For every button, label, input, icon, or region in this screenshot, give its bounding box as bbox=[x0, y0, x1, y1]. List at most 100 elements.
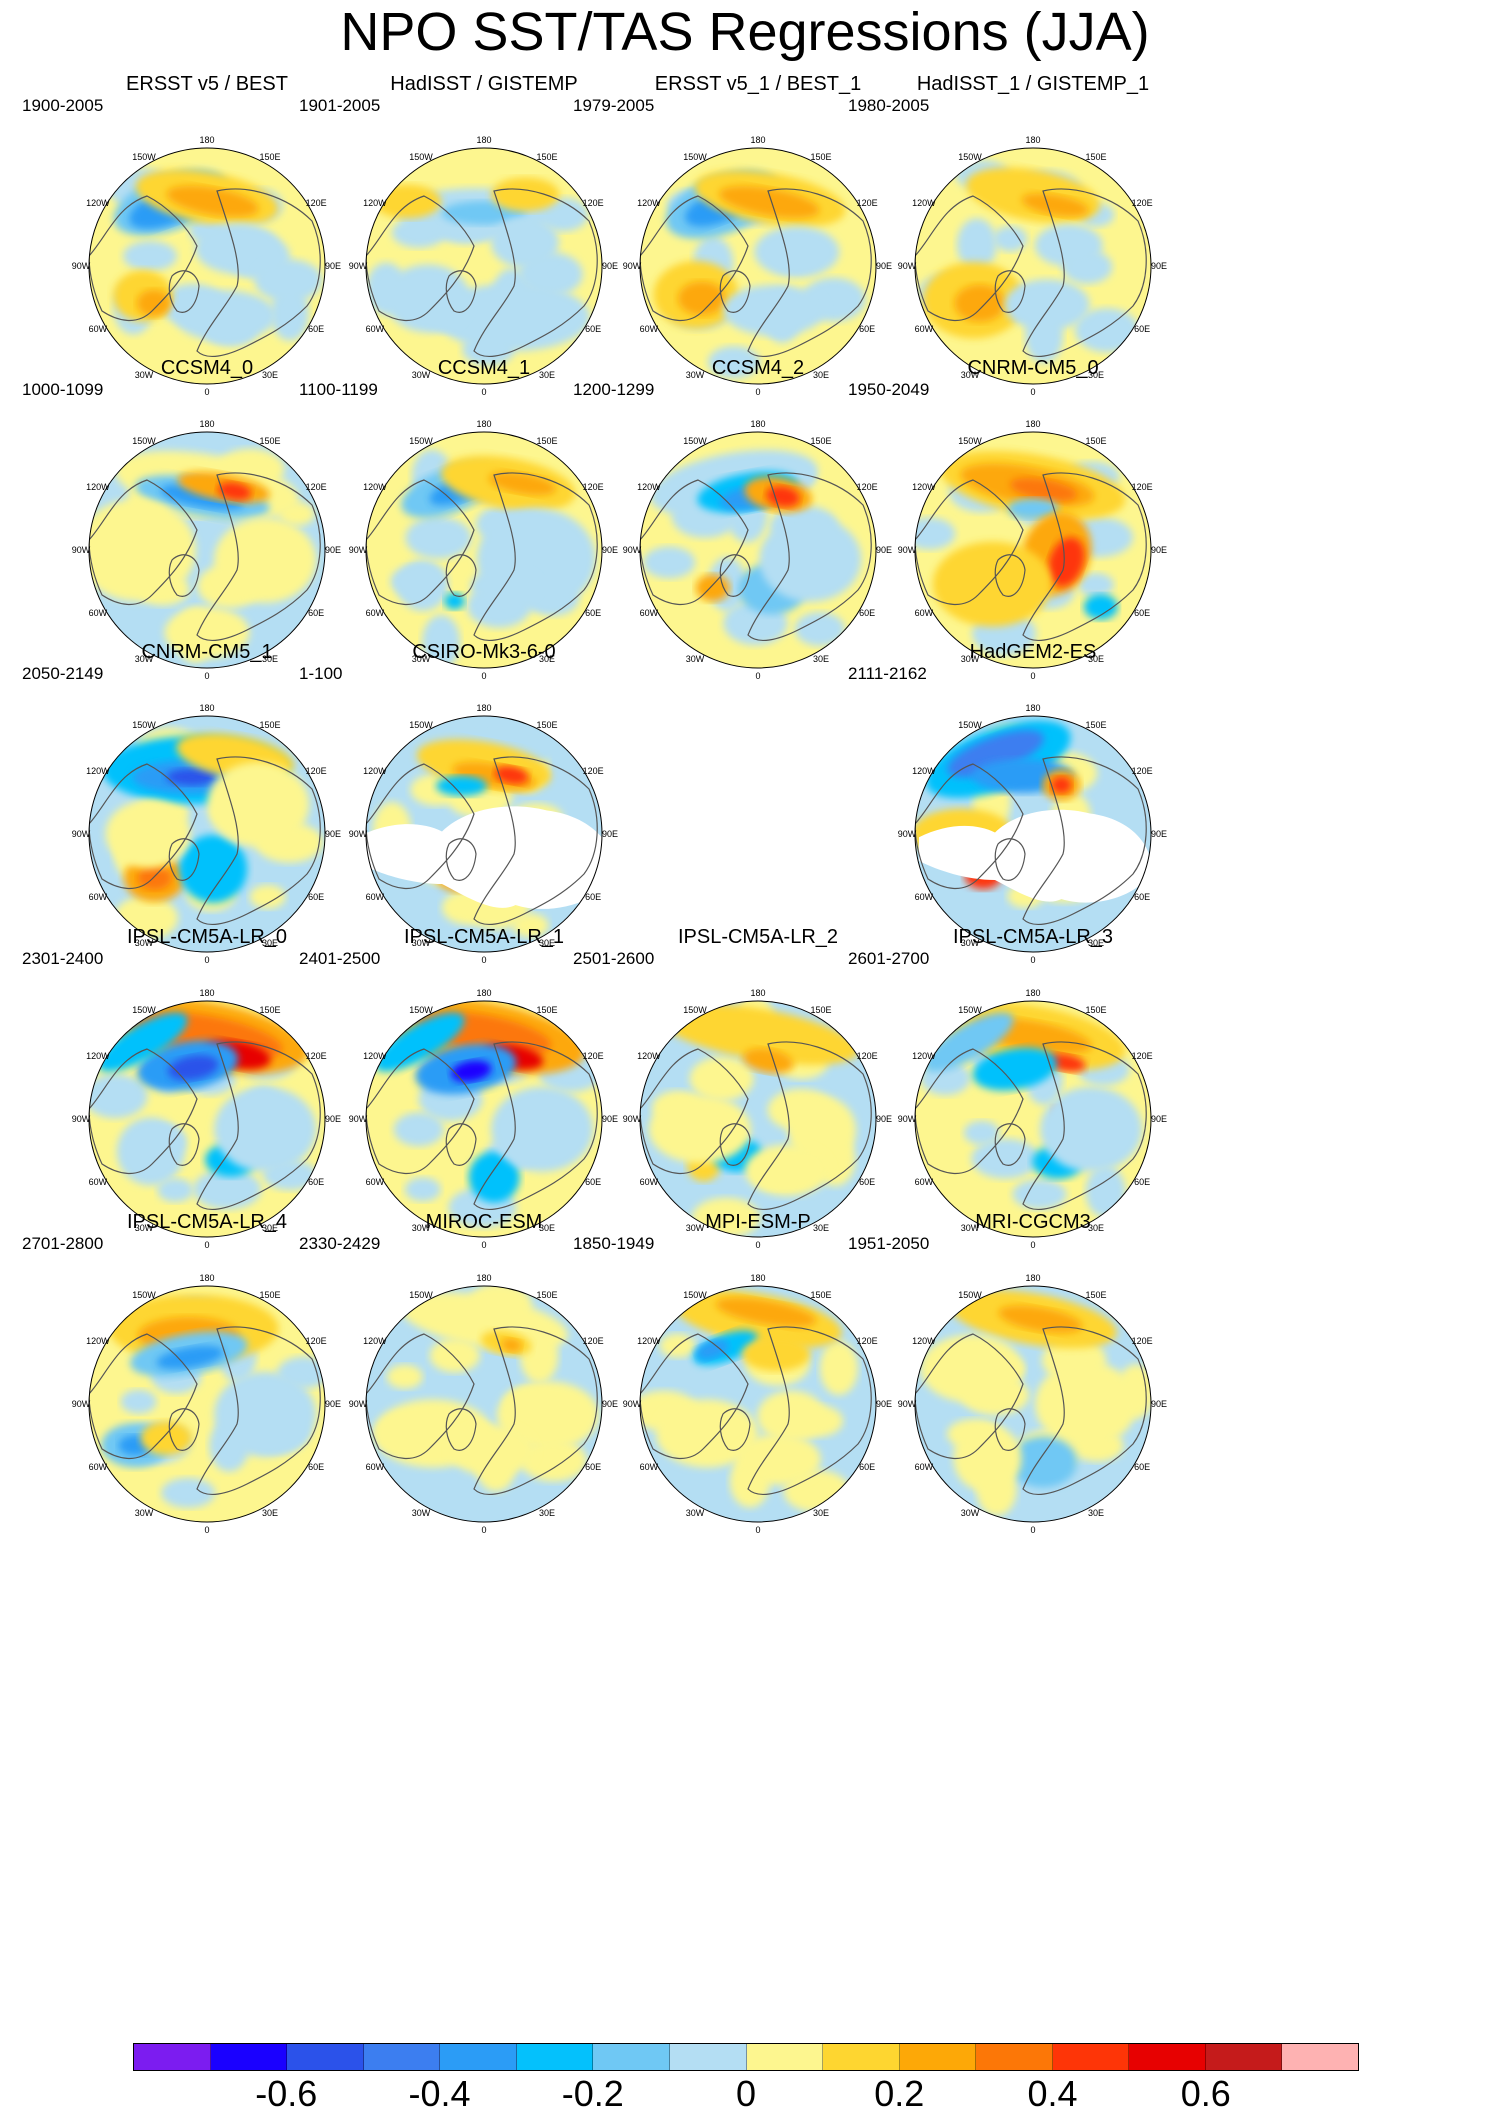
longitude-label: 120W bbox=[86, 1336, 110, 1346]
anomaly-blob bbox=[89, 499, 196, 601]
longitude-label: 0 bbox=[1030, 955, 1035, 965]
anomaly-blob bbox=[449, 1424, 535, 1476]
polar-map: 180 150E 120E 90E 60E 30E 0 30W 60W 90W 120W 150W bbox=[349, 135, 618, 397]
longitude-label: 30W bbox=[135, 370, 154, 380]
longitude-label: 150W bbox=[132, 152, 156, 162]
longitude-label: 180 bbox=[1025, 1273, 1040, 1283]
longitude-label: 150W bbox=[958, 1005, 982, 1015]
longitude-label: 0 bbox=[755, 1525, 760, 1535]
anomaly-blob bbox=[745, 1144, 830, 1196]
coastline bbox=[640, 479, 749, 605]
longitude-label: 90E bbox=[325, 545, 341, 555]
coastline bbox=[640, 1048, 749, 1174]
longitude-label: 180 bbox=[476, 135, 491, 145]
coastline bbox=[1022, 188, 1147, 358]
map-border bbox=[914, 431, 1152, 669]
longitude-label: 90E bbox=[602, 545, 618, 555]
polar-map: 180 150E 120E 90E 60E 30E 0 30W 60W 90W 120W 150W bbox=[898, 135, 1167, 397]
panel-years: 2401-2500 bbox=[299, 949, 381, 968]
longitude-label: 60E bbox=[585, 892, 601, 902]
longitude-label: 180 bbox=[199, 1273, 214, 1283]
longitude-label: 120E bbox=[857, 482, 878, 492]
coastline bbox=[366, 479, 475, 605]
anomaly-blob bbox=[105, 800, 191, 868]
panel-years: 2301-2400 bbox=[22, 949, 104, 968]
longitude-label: 30E bbox=[1088, 1508, 1104, 1518]
map-border bbox=[639, 147, 877, 385]
longitude-label: 60W bbox=[89, 892, 108, 902]
coastline bbox=[445, 554, 477, 597]
longitude-label: 120E bbox=[583, 1051, 604, 1061]
anomaly-blob bbox=[1048, 537, 1085, 587]
colorbar-swatch bbox=[669, 2044, 747, 2070]
longitude-label: 60E bbox=[859, 1462, 875, 1472]
panel-years: 1200-1299 bbox=[573, 380, 655, 399]
longitude-label: 60E bbox=[308, 1177, 324, 1187]
anomaly-blob bbox=[718, 186, 820, 219]
longitude-label: 30W bbox=[412, 1508, 431, 1518]
anomaly-blob bbox=[1035, 1361, 1138, 1447]
coastline bbox=[473, 1041, 598, 1211]
colorbar-swatch bbox=[746, 2044, 824, 2070]
polar-map: 180 150E 120E 90E 60E 30E 0 30W 60W 90W 120W 150W bbox=[349, 1273, 618, 1535]
longitude-label: 90E bbox=[1151, 545, 1167, 555]
longitude-label: 30W bbox=[135, 1223, 154, 1233]
longitude-label: 150E bbox=[1085, 720, 1106, 730]
longitude-label: 90E bbox=[325, 829, 341, 839]
longitude-label: 120E bbox=[583, 1336, 604, 1346]
coastline bbox=[196, 472, 321, 642]
anomaly-blob bbox=[923, 1012, 1014, 1072]
coastline bbox=[473, 756, 598, 926]
polar-map: 180 150E 120E 90E 60E 30E 0 30W 60W 90W 120W 150W bbox=[349, 419, 618, 681]
longitude-label: 150W bbox=[132, 436, 156, 446]
anomaly-blob bbox=[160, 484, 245, 510]
anomaly-patch bbox=[1077, 572, 1114, 597]
polar-map: 180 150E 120E 90E 60E 30E 0 30W 60W 90W 120W 150W bbox=[623, 419, 892, 681]
longitude-label: 60W bbox=[366, 608, 385, 618]
anomaly-blob bbox=[136, 289, 171, 317]
anomaly-patch bbox=[249, 884, 286, 909]
longitude-label: 120W bbox=[363, 766, 387, 776]
anomaly-blob bbox=[374, 1012, 465, 1072]
longitude-label: 90W bbox=[623, 261, 642, 271]
panel-years: 1900-2005 bbox=[22, 96, 104, 115]
anomaly-patch bbox=[1012, 1179, 1067, 1210]
anomaly-blob bbox=[214, 1086, 317, 1172]
coastline bbox=[640, 1333, 749, 1459]
polar-map: 180 150E 120E 90E 60E 30E 0 30W 60W 90W 120W 150W bbox=[898, 988, 1167, 1250]
longitude-label: 60W bbox=[89, 1177, 108, 1187]
longitude-label: 120W bbox=[637, 1336, 661, 1346]
anomaly-blob bbox=[1083, 594, 1118, 620]
longitude-label: 150E bbox=[259, 1005, 280, 1015]
panel-title: IPSL-CM5A-LR_0 bbox=[126, 926, 288, 948]
anomaly-blob bbox=[757, 1390, 826, 1442]
longitude-label: 180 bbox=[1025, 703, 1040, 713]
longitude-label: 0 bbox=[1030, 1525, 1035, 1535]
longitude-label: 90E bbox=[602, 1114, 618, 1124]
map-border bbox=[88, 431, 326, 669]
longitude-label: 0 bbox=[755, 1240, 760, 1250]
map-panel: IPSL-CM5A-LR_4 2701-2800 180 150E 120E 90E 60E… bbox=[22, 1210, 392, 1590]
colorbar-swatch bbox=[1282, 2044, 1358, 2070]
anomaly-blob bbox=[1009, 1436, 1078, 1488]
panel-years: 2111-2162 bbox=[848, 664, 927, 683]
longitude-label: 150W bbox=[683, 436, 707, 446]
longitude-label: 30W bbox=[961, 1223, 980, 1233]
panel-years: 1-100 bbox=[299, 664, 343, 683]
anomaly-blob bbox=[168, 1055, 219, 1081]
longitude-label: 60W bbox=[366, 1462, 385, 1472]
longitude-label: 120E bbox=[306, 1051, 327, 1061]
coastline bbox=[747, 1041, 872, 1211]
colorbar-swatch bbox=[516, 2044, 594, 2070]
longitude-label: 30E bbox=[539, 1508, 555, 1518]
coastline bbox=[994, 554, 1026, 597]
anomaly-blob bbox=[156, 1345, 224, 1370]
longitude-label: 90W bbox=[72, 545, 91, 555]
longitude-label: 150E bbox=[1085, 152, 1106, 162]
panel-years: 1901-2005 bbox=[299, 96, 381, 115]
longitude-label: 0 bbox=[204, 387, 209, 397]
anomaly-patch bbox=[1074, 308, 1139, 353]
longitude-label: 60W bbox=[366, 1177, 385, 1187]
longitude-label: 150W bbox=[132, 1005, 156, 1015]
colorbar-swatch bbox=[899, 2044, 977, 2070]
